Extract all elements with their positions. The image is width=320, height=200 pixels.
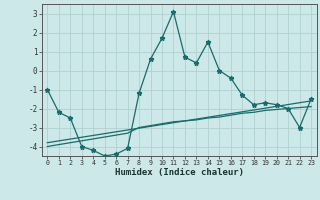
X-axis label: Humidex (Indice chaleur): Humidex (Indice chaleur) — [115, 168, 244, 177]
